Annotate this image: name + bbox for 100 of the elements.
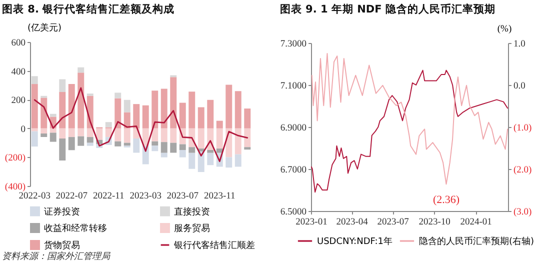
bar: [234, 128, 242, 154]
bar: [124, 112, 130, 128]
bar: [142, 105, 149, 128]
bar: [152, 146, 158, 152]
bar: [152, 90, 158, 128]
line-series: [311, 53, 508, 185]
bar: [216, 120, 223, 128]
bar: [234, 91, 242, 128]
bar: [226, 84, 232, 128]
y-tick-label: 400: [11, 67, 26, 78]
bar: [40, 98, 48, 128]
bar: [68, 84, 75, 128]
y-tick-label: 6.7000: [280, 166, 307, 176]
y-tick-label: 6.5000: [280, 208, 307, 218]
bar: [234, 154, 242, 167]
x-tick-label: 2023-01: [296, 218, 328, 228]
y-tick-label: 7.1000: [280, 82, 307, 92]
bar: [124, 100, 130, 112]
legend-label: 直接投资: [174, 206, 210, 218]
bar: [152, 128, 158, 142]
y-tick-label: 600: [11, 38, 26, 48]
chart-title: 图表 9. 1 年期 NDF 隐含的人民币汇率预期: [280, 2, 496, 16]
x-tick-label: 2023-07: [377, 218, 410, 228]
bar: [207, 152, 214, 166]
chart-title: 图表 8. 银行代客结售汇差额及构成: [2, 2, 175, 16]
bar: [86, 137, 94, 143]
bar: [59, 128, 66, 138]
y-tick-label: 7.3000: [280, 40, 307, 50]
bar: [170, 142, 177, 153]
bar: [188, 152, 196, 169]
bar: [160, 128, 168, 142]
bar: [198, 128, 204, 149]
x-tick-label: 2022-07: [56, 192, 88, 202]
bar: [124, 128, 130, 143]
legend-label: 货物贸易: [44, 240, 80, 251]
bar: [188, 147, 196, 153]
y2-tick-label: (3.0): [514, 208, 532, 218]
bar: [78, 67, 84, 73]
bar: [68, 128, 75, 138]
x-tick-label: 2024-01: [460, 218, 492, 228]
bar: [31, 76, 38, 84]
bar: [31, 128, 38, 132]
y-axis-title: (亿美元): [28, 22, 62, 34]
annotation: (2.36): [432, 194, 460, 206]
bar: [105, 122, 112, 128]
bar: [78, 128, 84, 136]
bar: [244, 147, 251, 150]
x-tick-label: 2023-07: [166, 192, 199, 202]
bar: [207, 100, 214, 128]
y-tick-label: (400): [4, 182, 26, 192]
bar: [207, 150, 214, 153]
legend-label: 证券投资: [44, 206, 80, 218]
x-tick-label: 2023-10: [418, 218, 451, 228]
bar: [86, 142, 94, 146]
bar: [114, 98, 122, 128]
bar: [216, 128, 223, 149]
bar: [160, 142, 168, 153]
y2-tick-label: 1.0: [514, 40, 526, 50]
bar: [114, 141, 122, 146]
y2-tick-label: 0.0: [514, 82, 526, 92]
bar: [78, 136, 84, 146]
bar: [179, 144, 186, 150]
y2-axis-title: (%): [497, 24, 512, 34]
y2-tick-label: (1.0): [514, 124, 532, 134]
bar: [68, 137, 75, 150]
bar: [59, 79, 66, 92]
bar: [226, 157, 232, 168]
bar: [59, 92, 66, 128]
bar: [31, 131, 38, 147]
legend-label: 隐含的人民币汇率预期(右轴): [419, 236, 534, 247]
y-tick-label: 200: [11, 96, 26, 106]
bar: [59, 138, 66, 161]
line-series: [310, 70, 508, 193]
legend-label: 银行代客结售汇顺差: [173, 240, 255, 251]
bar: [86, 128, 94, 138]
bar: [198, 107, 204, 128]
bar: [96, 128, 103, 140]
bar: [244, 128, 251, 148]
bar: [31, 84, 38, 128]
x-tick-label: 2022-03: [18, 192, 51, 202]
bar: [152, 141, 158, 146]
bar: [160, 152, 168, 158]
y-tick-label: (200): [4, 154, 26, 164]
bar: [114, 128, 122, 142]
x-tick-label: 2023-03: [130, 192, 162, 202]
legend-label: 收益和经常转移: [44, 223, 107, 234]
x-tick-label: 2023-11: [204, 192, 236, 202]
bar: [50, 132, 56, 142]
legend-label: 服务贸易: [174, 223, 210, 234]
y-tick-label: 6.9000: [280, 124, 307, 134]
bar: [40, 128, 48, 134]
bar: [160, 88, 168, 128]
bar: [105, 128, 112, 138]
bar: [244, 108, 251, 128]
x-tick-label: 2022-11: [92, 192, 125, 202]
y2-tick-label: (2.0): [514, 166, 532, 176]
bar: [78, 72, 84, 128]
bar: [40, 133, 48, 138]
bar: [170, 77, 177, 128]
bar: [50, 128, 56, 133]
